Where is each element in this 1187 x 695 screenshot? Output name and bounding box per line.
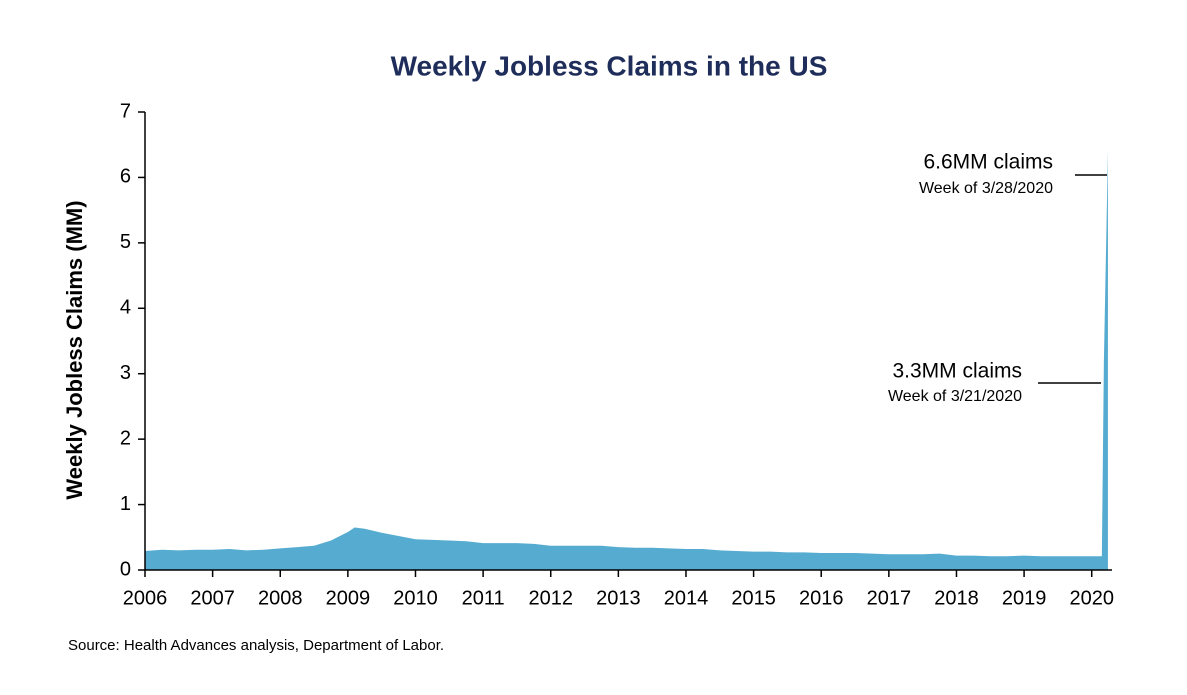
y-tick-label: 3: [120, 362, 131, 384]
y-axis-label: Weekly Jobless Claims (MM): [62, 200, 87, 499]
x-tick-label: 2013: [596, 587, 641, 609]
x-tick-label: 2019: [1002, 587, 1047, 609]
x-tick-label: 2017: [867, 587, 912, 609]
annotation: 6.6MM claims: [923, 151, 1053, 174]
y-tick-label: 5: [120, 231, 131, 253]
annotation-subtext: Week of 3/21/2020: [888, 388, 1022, 405]
y-tick-label: 2: [120, 427, 131, 449]
x-tick-label: 2016: [799, 587, 844, 609]
x-tick-label: 2018: [934, 587, 979, 609]
x-tick-label: 2012: [528, 587, 573, 609]
x-tick-label: 2011: [462, 587, 505, 609]
x-tick-label: 2008: [258, 587, 303, 609]
x-tick-label: 2006: [123, 587, 168, 609]
source-note: Source: Health Advances analysis, Depart…: [68, 637, 444, 654]
annotation-subtext: Week of 3/28/2020: [919, 180, 1053, 197]
y-tick-label: 6: [120, 166, 131, 188]
x-tick-label: 2014: [664, 587, 709, 609]
y-tick-label: 0: [120, 558, 131, 580]
y-tick-label: 7: [120, 100, 131, 122]
x-tick-label: 2007: [190, 587, 235, 609]
y-tick-label: 1: [120, 493, 131, 515]
x-tick-label: 2009: [326, 587, 371, 609]
chart-title: Weekly Jobless Claims in the US: [391, 50, 828, 81]
annotation: 3.3MM claims: [892, 360, 1022, 383]
y-tick-label: 4: [120, 297, 131, 319]
x-tick-label: 2010: [393, 587, 438, 609]
x-tick-label: 2015: [731, 587, 776, 609]
x-tick-label: 2020: [1069, 587, 1114, 609]
